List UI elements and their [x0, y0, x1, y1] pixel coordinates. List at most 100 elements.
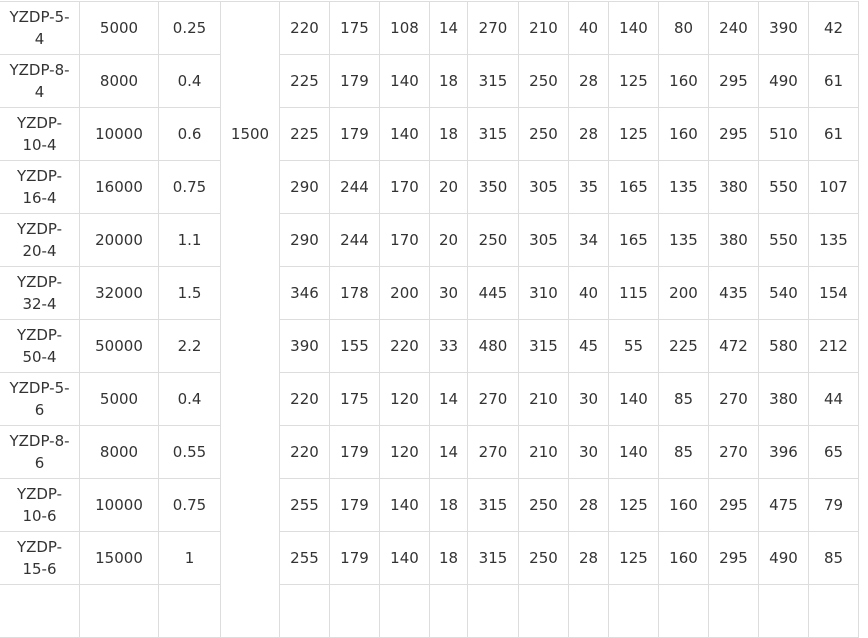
value-cell: 85	[658, 372, 709, 426]
value-cell: 435	[708, 266, 759, 320]
value-cell: 295	[708, 531, 759, 585]
value-cell: 295	[708, 478, 759, 532]
model-cell: YZDP-20-4	[0, 213, 80, 267]
value-cell: 28	[568, 107, 609, 161]
value-cell: 472	[708, 319, 759, 373]
value-cell: 0.4	[158, 372, 221, 426]
value-cell: 244	[329, 160, 380, 214]
value-cell: 42	[808, 1, 859, 55]
model-cell: YZDP-32-4	[0, 266, 80, 320]
value-cell: 390	[279, 319, 330, 373]
value-cell: 350	[467, 160, 519, 214]
speed-merged-cell: 1500	[220, 1, 280, 638]
value-cell: 179	[329, 425, 380, 479]
model-cell: YZDP-8-6	[0, 425, 80, 479]
value-cell: 10000	[79, 478, 159, 532]
value-cell: 240	[708, 1, 759, 55]
value-cell	[379, 584, 430, 638]
value-cell: 140	[608, 425, 659, 479]
value-cell: 108	[379, 1, 430, 55]
value-cell: 5000	[79, 1, 159, 55]
model-cell: YZDP-5-4	[0, 1, 80, 55]
value-cell: 315	[467, 107, 519, 161]
value-cell: 212	[808, 319, 859, 373]
value-cell: 165	[608, 213, 659, 267]
value-cell: 250	[518, 54, 569, 108]
value-cell: 270	[708, 425, 759, 479]
value-cell: 270	[467, 425, 519, 479]
value-cell: 540	[758, 266, 809, 320]
value-cell: 270	[467, 372, 519, 426]
value-cell: 0.75	[158, 160, 221, 214]
value-cell: 55	[608, 319, 659, 373]
value-cell: 315	[467, 531, 519, 585]
value-cell: 290	[279, 160, 330, 214]
table-row: YZDP-20-4 20000 1.1 290 244 170 20 250 305 34 165 1…	[0, 213, 859, 267]
value-cell: 10000	[79, 107, 159, 161]
value-cell: 396	[758, 425, 809, 479]
value-cell	[608, 584, 659, 638]
value-cell: 380	[708, 160, 759, 214]
value-cell: 255	[279, 531, 330, 585]
value-cell: 120	[379, 372, 430, 426]
value-cell: 32000	[79, 266, 159, 320]
value-cell: 1	[158, 531, 221, 585]
value-cell: 18	[429, 107, 468, 161]
value-cell: 107	[808, 160, 859, 214]
value-cell: 290	[279, 213, 330, 267]
value-cell: 220	[279, 1, 330, 55]
value-cell: 40	[568, 1, 609, 55]
model-cell: YZDP-50-4	[0, 319, 80, 373]
value-cell: 244	[329, 213, 380, 267]
value-cell: 170	[379, 160, 430, 214]
value-cell: 220	[279, 425, 330, 479]
value-cell: 140	[608, 372, 659, 426]
value-cell: 8000	[79, 54, 159, 108]
table-row: YZDP-5-6 5000 0.4 220 175 120 14 270 210 30 140 85 2…	[0, 372, 859, 426]
value-cell: 550	[758, 213, 809, 267]
value-cell: 250	[518, 478, 569, 532]
value-cell: 160	[658, 531, 709, 585]
value-cell: 305	[518, 213, 569, 267]
value-cell: 220	[279, 372, 330, 426]
value-cell: 14	[429, 1, 468, 55]
value-cell: 34	[568, 213, 609, 267]
value-cell: 61	[808, 54, 859, 108]
value-cell: 315	[467, 478, 519, 532]
model-cell: YZDP-16-4	[0, 160, 80, 214]
value-cell: 475	[758, 478, 809, 532]
table-row: YZDP-16-4 16000 0.75 290 244 170 20 350 305 35 165…	[0, 160, 859, 214]
value-cell: 179	[329, 54, 380, 108]
value-cell: 270	[467, 1, 519, 55]
value-cell: 295	[708, 107, 759, 161]
value-cell: 18	[429, 478, 468, 532]
value-cell	[708, 584, 759, 638]
value-cell: 154	[808, 266, 859, 320]
value-cell: 0.4	[158, 54, 221, 108]
value-cell: 175	[329, 1, 380, 55]
value-cell: 490	[758, 54, 809, 108]
value-cell: 18	[429, 531, 468, 585]
value-cell: 315	[467, 54, 519, 108]
value-cell: 8000	[79, 425, 159, 479]
table-row: YZDP-32-4 32000 1.5 346 178 200 30 445 310 40 115 2…	[0, 266, 859, 320]
value-cell: 210	[518, 1, 569, 55]
value-cell: 20000	[79, 213, 159, 267]
table-row: YZDP-8-4 8000 0.4 225 179 140 18 315 250 28 125 160…	[0, 54, 859, 108]
value-cell: 250	[518, 107, 569, 161]
value-cell: 18	[429, 54, 468, 108]
value-cell: 2.2	[158, 319, 221, 373]
value-cell: 220	[379, 319, 430, 373]
value-cell: 0.55	[158, 425, 221, 479]
value-cell: 390	[758, 1, 809, 55]
value-cell: 140	[379, 531, 430, 585]
value-cell	[568, 584, 609, 638]
value-cell: 250	[518, 531, 569, 585]
value-cell: 178	[329, 266, 380, 320]
value-cell: 140	[379, 54, 430, 108]
value-cell: 380	[758, 372, 809, 426]
value-cell: 44	[808, 372, 859, 426]
value-cell	[518, 584, 569, 638]
value-cell: 16000	[79, 160, 159, 214]
